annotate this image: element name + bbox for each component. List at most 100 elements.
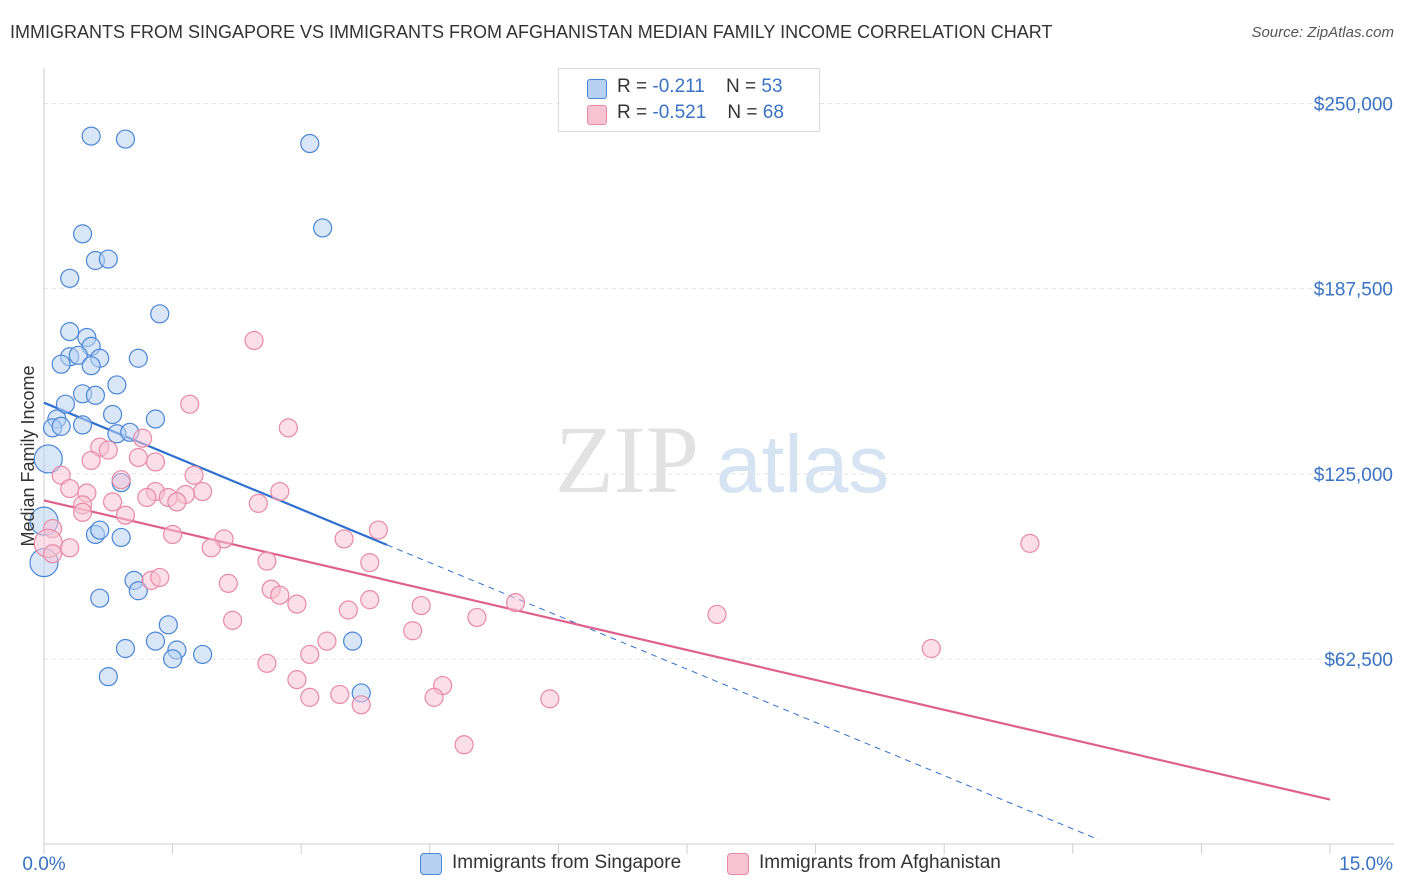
singapore-r-value: -0.211 — [652, 76, 705, 97]
point-singapore — [60, 322, 80, 342]
watermark-zip: ZIP — [555, 406, 699, 513]
grid-layer — [44, 103, 1394, 660]
point-singapore — [158, 615, 178, 635]
x-tick-label-max: 15.0% — [1339, 854, 1393, 875]
point-singapore — [81, 356, 101, 376]
legend-swatch-singapore — [420, 853, 442, 875]
point-afghanistan — [467, 607, 487, 628]
y-axis-label: Median Family Income — [18, 365, 38, 546]
point-afghanistan — [317, 631, 337, 651]
point-singapore — [81, 126, 101, 146]
point-afghanistan — [334, 529, 354, 549]
singapore-r-label: R = — [617, 76, 648, 97]
afghanistan-n-value: 68 — [762, 102, 784, 123]
point-singapore — [145, 631, 166, 651]
y-tick-label: $187,500 — [1314, 280, 1393, 301]
point-afghanistan — [115, 505, 136, 525]
point-singapore — [55, 394, 76, 414]
point-afghanistan — [270, 585, 290, 605]
point-afghanistan — [300, 687, 320, 707]
legend-swatch-afghanistan — [727, 853, 749, 875]
point-afghanistan — [81, 450, 101, 471]
point-afghanistan — [360, 553, 380, 573]
point-afghanistan — [921, 638, 941, 659]
correlation-legend: R = -0.211 N = 53 R = -0.521 N = 68 — [558, 68, 820, 132]
point-afghanistan — [403, 621, 423, 641]
singapore-n-label: N = — [725, 76, 757, 97]
point-singapore — [115, 638, 136, 659]
point-singapore — [115, 129, 136, 149]
point-afghanistan — [411, 595, 431, 616]
point-afghanistan — [218, 573, 238, 593]
point-afghanistan — [72, 502, 93, 522]
point-singapore — [72, 224, 93, 244]
point-afghanistan — [98, 440, 118, 460]
point-afghanistan — [300, 644, 320, 665]
point-singapore — [193, 644, 213, 665]
point-afghanistan — [540, 689, 560, 709]
afghanistan-r-label: R = — [617, 102, 648, 123]
point-singapore — [313, 218, 333, 238]
point-singapore — [128, 581, 148, 601]
point-singapore — [33, 444, 63, 474]
x-tick-label-min: 0.0% — [22, 854, 65, 875]
point-singapore — [163, 649, 183, 669]
point-afghanistan — [193, 481, 213, 502]
point-afghanistan — [42, 544, 63, 564]
point-singapore — [128, 348, 148, 368]
point-afghanistan — [132, 428, 153, 448]
singapore-swatch — [587, 79, 607, 99]
point-singapore — [68, 345, 88, 365]
singapore-n-value: 53 — [761, 76, 783, 97]
afghanistan-swatch — [587, 105, 607, 125]
point-singapore — [51, 354, 71, 374]
point-singapore — [72, 415, 93, 435]
point-afghanistan — [128, 447, 148, 468]
point-afghanistan — [145, 452, 166, 472]
points-layer — [29, 126, 1040, 755]
point-singapore — [150, 304, 170, 324]
trend-line-afghanistan — [43, 499, 1331, 801]
watermark: ZIP atlas — [555, 406, 889, 513]
source-credit: Source: ZipAtlas.com — [1251, 24, 1394, 41]
point-singapore — [300, 133, 320, 154]
point-afghanistan — [287, 670, 307, 690]
legend-label-afghanistan: Immigrants from Afghanistan — [759, 852, 1001, 873]
point-afghanistan — [338, 600, 358, 620]
point-afghanistan — [278, 418, 298, 438]
trend-line-singapore — [43, 401, 388, 546]
point-afghanistan — [180, 394, 200, 414]
point-afghanistan — [102, 492, 123, 512]
point-afghanistan — [360, 590, 380, 610]
point-afghanistan — [287, 594, 307, 614]
y-tick-label: $62,500 — [1324, 650, 1393, 671]
point-singapore — [85, 385, 106, 405]
point-afghanistan — [257, 653, 277, 673]
labels-layer: $62,500 $125,000 $187,500 $250,000 0.0% 15.0%… — [18, 95, 1393, 875]
point-afghanistan — [184, 465, 204, 485]
point-afghanistan — [351, 695, 371, 715]
point-afghanistan — [424, 687, 444, 707]
trend-layer — [43, 401, 1331, 841]
point-singapore — [107, 375, 127, 395]
point-afghanistan — [248, 493, 268, 513]
point-afghanistan — [201, 538, 221, 558]
point-afghanistan — [60, 538, 80, 558]
point-afghanistan — [150, 567, 170, 588]
point-afghanistan — [1020, 533, 1040, 553]
point-singapore — [98, 249, 118, 269]
point-afghanistan — [257, 551, 277, 571]
trend-extension-singapore — [386, 544, 1099, 841]
point-singapore — [51, 416, 71, 436]
afghanistan-r-value: -0.521 — [652, 102, 707, 123]
point-afghanistan — [270, 481, 290, 502]
point-afghanistan — [51, 465, 71, 485]
chart-title: IMMIGRANTS FROM SINGAPORE VS IMMIGRANTS … — [10, 22, 1053, 42]
point-singapore — [111, 527, 131, 548]
point-singapore — [60, 268, 80, 288]
point-afghanistan — [330, 684, 350, 705]
point-afghanistan — [707, 604, 727, 625]
point-singapore — [90, 588, 110, 608]
point-afghanistan — [368, 520, 388, 540]
